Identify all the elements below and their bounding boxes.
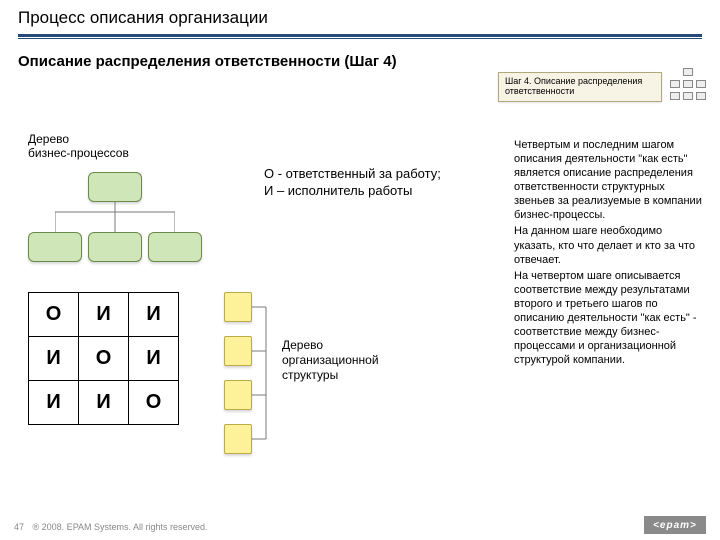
- para-1: Четвертым и последним шагом описания дея…: [514, 138, 706, 222]
- org-tree-label: Дерево организационной структуры: [282, 338, 422, 383]
- copyright: ® 2008. EPAM Systems. All rights reserve…: [33, 522, 208, 532]
- subtitle: Описание распределения ответственности (…: [0, 39, 420, 70]
- matrix-cell: И: [29, 381, 79, 425]
- table-row: И И О: [29, 381, 179, 425]
- matrix-cell: И: [79, 293, 129, 337]
- step-callout: Шаг 4. Описание распределения ответствен…: [498, 72, 662, 102]
- table-row: О И И: [29, 293, 179, 337]
- page-number: 47: [14, 522, 24, 532]
- responsibility-matrix: О И И И О И И И О: [28, 292, 179, 425]
- tree-label: Дерево бизнес-процессов: [28, 132, 498, 160]
- matrix-cell: И: [29, 337, 79, 381]
- page-title: Процесс описания организации: [0, 0, 720, 32]
- tree-child-2: [88, 232, 142, 262]
- matrix-cell: О: [79, 337, 129, 381]
- matrix-cell: И: [129, 337, 179, 381]
- title-underline: [18, 34, 702, 37]
- org-child-1: [224, 336, 252, 366]
- tree-child-3: [148, 232, 202, 262]
- org-child-3: [224, 424, 252, 454]
- matrix-cell: И: [79, 381, 129, 425]
- legend-o-i: О - ответственный за работу; И – исполни…: [264, 166, 474, 200]
- mini-org-icon: [668, 68, 708, 108]
- epam-logo: <epam>: [644, 516, 706, 534]
- tree-child-1: [28, 232, 82, 262]
- org-root-box: [224, 292, 252, 322]
- table-row: И О И: [29, 337, 179, 381]
- para-2: На данном шаге необходимо указать, кто ч…: [514, 224, 706, 266]
- matrix-cell: И: [129, 293, 179, 337]
- footer: 47 ® 2008. EPAM Systems. All rights rese…: [14, 522, 208, 532]
- org-connectors: [252, 307, 282, 447]
- tree-connectors: [55, 202, 175, 232]
- matrix-cell: О: [29, 293, 79, 337]
- para-3: На четвертом шаге описывается соответств…: [514, 269, 706, 368]
- description-paragraph: Четвертым и последним шагом описания дея…: [514, 138, 706, 369]
- matrix-cell: О: [129, 381, 179, 425]
- diagram-area: Дерево бизнес-процессов О - ответственны…: [28, 132, 498, 492]
- org-child-2: [224, 380, 252, 410]
- tree-root-box: [88, 172, 142, 202]
